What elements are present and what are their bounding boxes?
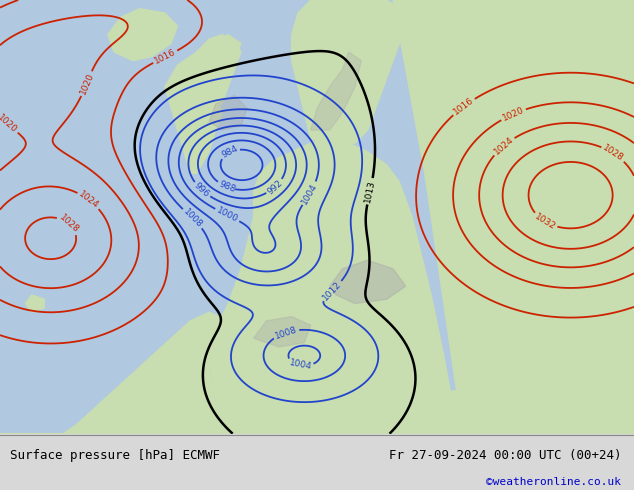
Polygon shape — [292, 0, 406, 147]
Polygon shape — [197, 35, 241, 104]
Text: 1016: 1016 — [452, 96, 476, 117]
Polygon shape — [330, 260, 406, 304]
Polygon shape — [228, 390, 456, 434]
Text: 1013: 1013 — [363, 179, 377, 203]
Text: 1012: 1012 — [321, 279, 343, 302]
Text: Fr 27-09-2024 00:00 UTC (00+24): Fr 27-09-2024 00:00 UTC (00+24) — [389, 448, 621, 462]
Polygon shape — [209, 139, 456, 434]
Text: 1020: 1020 — [501, 105, 526, 123]
Polygon shape — [311, 52, 361, 130]
Polygon shape — [184, 78, 203, 91]
Polygon shape — [393, 0, 634, 434]
Text: 1016: 1016 — [153, 48, 178, 66]
Text: 988: 988 — [217, 179, 237, 195]
Text: 1024: 1024 — [492, 135, 515, 157]
Text: Surface pressure [hPa] ECMWF: Surface pressure [hPa] ECMWF — [10, 448, 219, 462]
Text: 1004: 1004 — [300, 181, 320, 206]
Text: 1028: 1028 — [601, 144, 625, 163]
Text: 1020: 1020 — [0, 113, 19, 135]
Polygon shape — [165, 35, 241, 173]
Text: 1008: 1008 — [181, 207, 204, 230]
Polygon shape — [254, 317, 311, 347]
Text: 996: 996 — [192, 181, 211, 199]
Polygon shape — [108, 9, 178, 61]
Text: 1024: 1024 — [77, 190, 101, 210]
Text: 1028: 1028 — [57, 213, 81, 235]
Polygon shape — [0, 312, 228, 434]
Text: 1020: 1020 — [78, 72, 95, 96]
Text: 1008: 1008 — [274, 325, 299, 341]
Text: 1000: 1000 — [215, 206, 240, 224]
Text: 984: 984 — [220, 144, 240, 160]
Text: 992: 992 — [266, 178, 284, 196]
Text: 1032: 1032 — [533, 212, 557, 231]
Polygon shape — [25, 295, 44, 312]
Text: 1004: 1004 — [288, 359, 313, 372]
Text: ©weatheronline.co.uk: ©weatheronline.co.uk — [486, 477, 621, 487]
Polygon shape — [209, 96, 247, 130]
